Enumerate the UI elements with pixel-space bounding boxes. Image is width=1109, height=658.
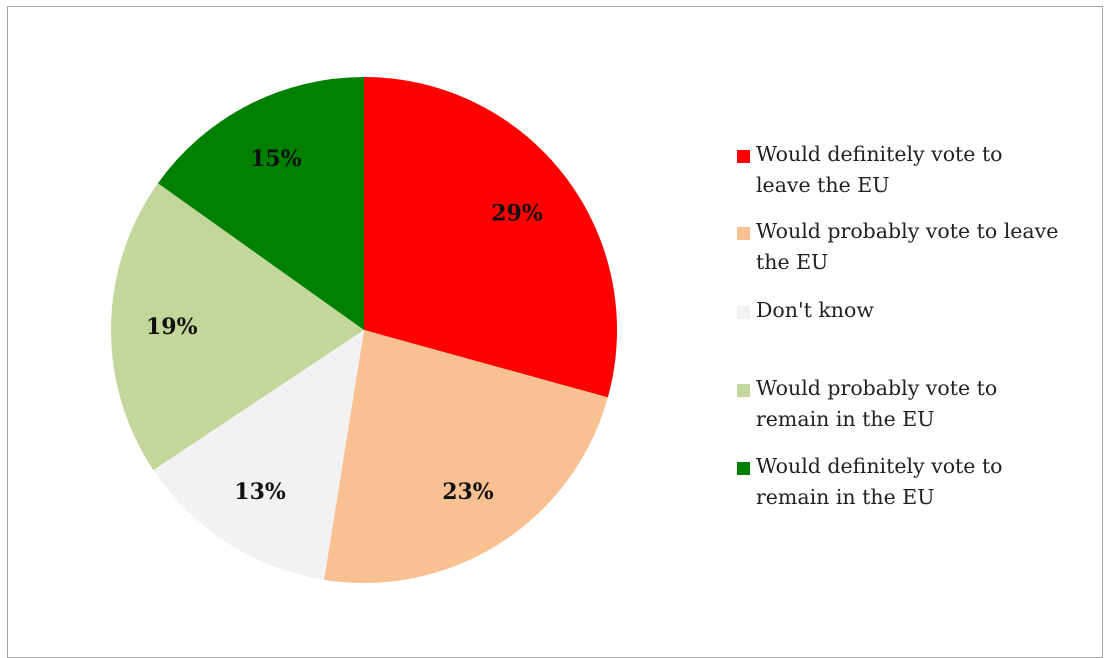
legend-label: Would definitely vote to leave the EU — [756, 142, 1003, 197]
slice-data-label: 13% — [234, 479, 286, 505]
slice-data-label: 29% — [491, 201, 543, 227]
pie-slice — [157, 77, 364, 330]
pie-slice — [110, 183, 365, 471]
pie-slice — [153, 330, 364, 580]
legend-item-definitely-leave: Would definitely vote to leave the EU — [737, 142, 1003, 201]
legend-swatch — [737, 306, 750, 319]
legend-item-definitely-remain: Would definitely vote to remain in the EU — [737, 454, 1003, 513]
slice-data-label: 15% — [250, 146, 302, 172]
legend-swatch — [737, 150, 750, 163]
legend-label: Don't know — [756, 298, 874, 322]
legend-label: Would definitely vote to remain in the EU — [756, 454, 1003, 509]
slice-data-label: 19% — [146, 314, 198, 340]
legend-item-probably-remain: Would probably vote to remain in the EU — [737, 376, 997, 435]
legend-swatch — [737, 462, 750, 475]
legend-swatch — [737, 384, 750, 397]
slice-data-label: 23% — [442, 479, 494, 505]
legend-swatch — [737, 227, 750, 240]
legend-item-probably-leave: Would probably vote to leave the EU — [737, 219, 1058, 278]
legend-label: Would probably vote to leave the EU — [756, 219, 1059, 274]
legend-label: Would probably vote to remain in the EU — [756, 376, 998, 431]
pie-slice — [324, 330, 608, 583]
legend-item-dont-know: Don't know — [737, 298, 874, 326]
pie-slice — [364, 77, 617, 398]
